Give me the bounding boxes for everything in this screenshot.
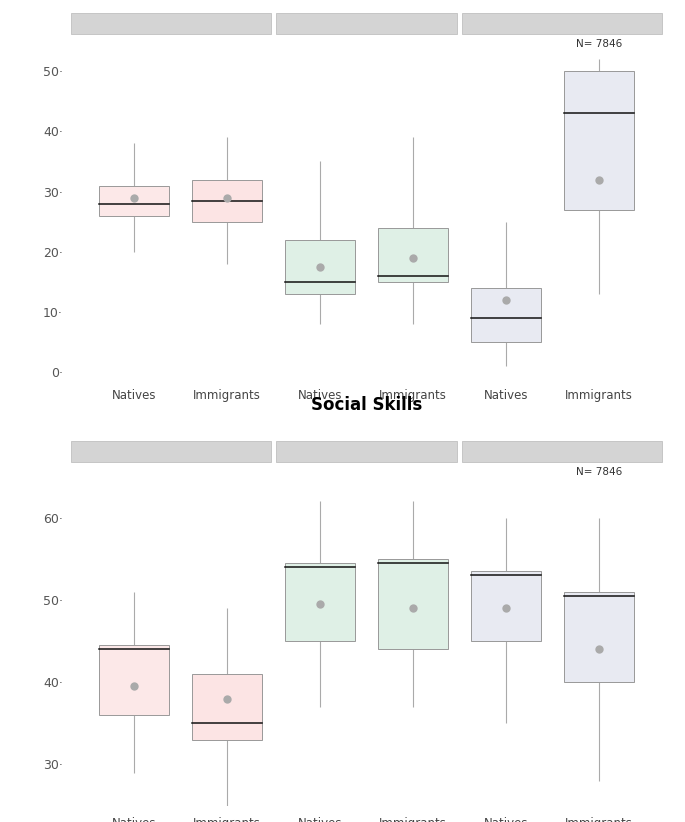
Bar (99, 645, 169, 715)
Bar (285, 240, 355, 293)
Bar (276, 441, 457, 462)
Bar (378, 559, 448, 649)
Text: N= 122232: N= 122232 (104, 454, 164, 464)
Text: Retail: Retail (349, 17, 384, 30)
Text: Construction: Construction (134, 17, 209, 30)
Text: N= 11520: N= 11520 (201, 26, 253, 36)
Text: N= 17551: N= 17551 (479, 454, 533, 464)
Bar (192, 674, 262, 740)
Text: Retail: Retail (349, 445, 384, 458)
Bar (564, 592, 634, 682)
Bar (378, 228, 448, 282)
Bar (471, 571, 541, 641)
Text: N= 248491: N= 248491 (290, 26, 349, 36)
Bar (192, 179, 262, 222)
Text: Hospitality: Hospitality (530, 17, 594, 30)
Text: N= 11520: N= 11520 (201, 454, 253, 464)
Bar (564, 72, 634, 210)
Text: N= 7846: N= 7846 (576, 39, 623, 49)
Text: N= 248491: N= 248491 (290, 454, 349, 464)
Text: N= 122232: N= 122232 (104, 26, 164, 36)
Bar (71, 441, 271, 462)
Bar (471, 288, 541, 342)
Bar (462, 441, 662, 462)
Bar (71, 13, 271, 35)
Bar (276, 13, 457, 35)
Text: N= 33099: N= 33099 (386, 454, 439, 464)
Text: N= 17551: N= 17551 (479, 26, 533, 36)
Text: N= 33099: N= 33099 (386, 26, 439, 36)
Title: Social Skills: Social Skills (311, 396, 422, 414)
Text: N= 7846: N= 7846 (576, 467, 623, 477)
Bar (285, 563, 355, 641)
Text: Hospitality: Hospitality (530, 445, 594, 458)
Text: Construction: Construction (134, 445, 209, 458)
Bar (99, 186, 169, 215)
Bar (462, 13, 662, 35)
